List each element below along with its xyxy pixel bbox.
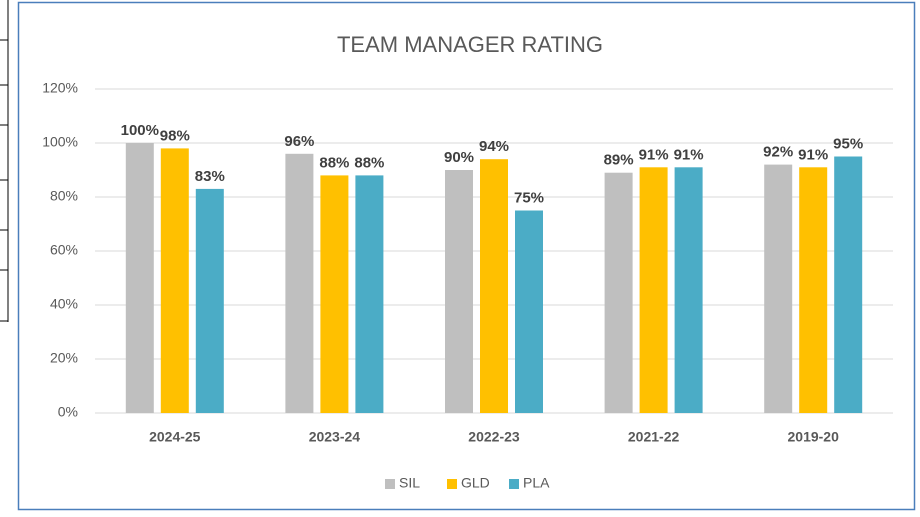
- chart-title: TEAM MANAGER RATING: [337, 32, 603, 57]
- bar: [604, 172, 633, 413]
- x-tick-label: 2023-24: [309, 429, 361, 445]
- y-tick-label: 120%: [42, 80, 78, 96]
- x-tick-label: 2022-23: [468, 429, 520, 445]
- bar: [195, 188, 224, 413]
- y-tick-label: 60%: [50, 242, 78, 258]
- y-tick-label: 100%: [42, 134, 78, 150]
- data-label: 90%: [444, 149, 474, 166]
- data-label: 88%: [319, 154, 349, 171]
- data-label: 75%: [514, 189, 544, 206]
- legend-swatch: [509, 479, 519, 489]
- data-label: 88%: [354, 154, 384, 171]
- legend-swatch: [447, 479, 457, 489]
- legend-label: SIL: [399, 475, 420, 491]
- data-label: 91%: [639, 146, 669, 163]
- data-label: 96%: [284, 133, 314, 150]
- data-label: 92%: [763, 144, 793, 161]
- x-tick-label: 2021-22: [628, 429, 680, 445]
- x-tick-label: 2019-20: [788, 429, 840, 445]
- data-label: 83%: [195, 168, 225, 185]
- bar: [445, 170, 473, 413]
- y-tick-label: 40%: [50, 296, 78, 312]
- legend-swatch: [385, 479, 395, 489]
- y-tick-label: 20%: [50, 350, 78, 366]
- bar: [320, 175, 349, 413]
- data-label: 91%: [674, 146, 704, 163]
- data-label: 95%: [833, 135, 863, 152]
- data-label: 94%: [479, 138, 509, 155]
- data-label: 89%: [604, 152, 634, 169]
- table-edge: [0, 0, 9, 322]
- legend-label: GLD: [461, 475, 490, 491]
- data-label: 98%: [160, 127, 190, 144]
- data-label: 91%: [798, 146, 828, 163]
- data-label: 100%: [121, 122, 159, 139]
- x-tick-label: 2024-25: [149, 429, 201, 445]
- bar: [674, 167, 703, 413]
- bar: [355, 175, 384, 413]
- bar: [639, 167, 668, 413]
- bar: [480, 159, 508, 413]
- bar: [285, 153, 314, 414]
- bar: [764, 164, 793, 413]
- bar: [125, 143, 154, 413]
- bar: [799, 167, 828, 413]
- bar: [160, 148, 189, 413]
- legend-label: PLA: [523, 475, 550, 491]
- bar: [834, 156, 863, 413]
- bar: [515, 210, 543, 413]
- y-tick-label: 80%: [50, 188, 78, 204]
- y-tick-label: 0%: [58, 404, 78, 420]
